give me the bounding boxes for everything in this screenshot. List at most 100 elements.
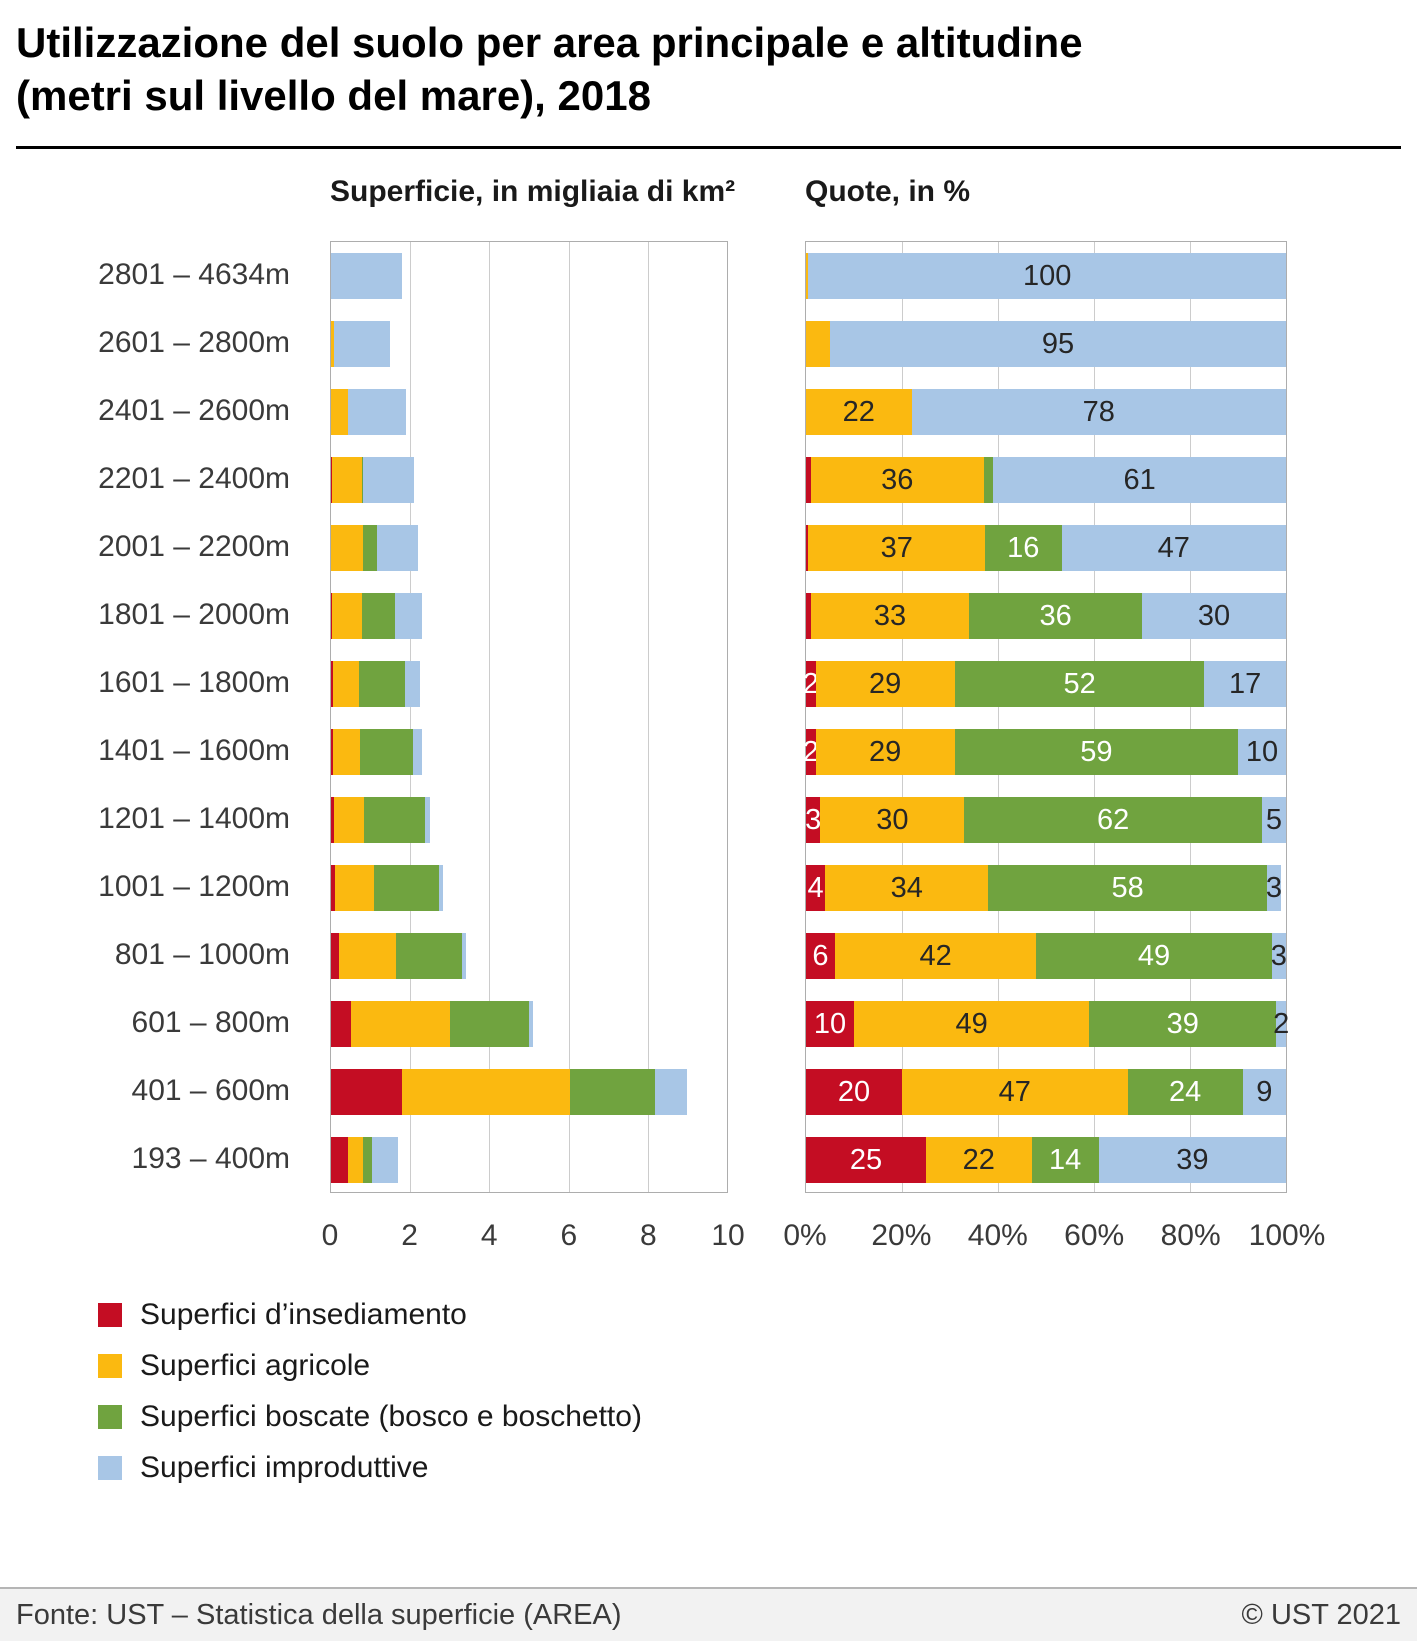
legend-label: Superfici improduttive bbox=[140, 1451, 428, 1485]
bar-segment-agricole bbox=[333, 729, 360, 775]
bar-segment-agricole bbox=[333, 661, 359, 707]
bar-row bbox=[331, 1069, 727, 1115]
bar-segment-boscate: 59 bbox=[955, 729, 1238, 775]
bar-segment-improduttive bbox=[439, 865, 443, 911]
bar-segment-agricole bbox=[332, 593, 362, 639]
bar-value-label: 24 bbox=[1169, 1076, 1201, 1109]
bar-segment-agricole: 22 bbox=[806, 389, 912, 435]
bar-segment-agricole bbox=[332, 457, 362, 503]
bar-value-label: 95 bbox=[1042, 328, 1074, 361]
bar-value-label: 10 bbox=[1246, 736, 1278, 769]
axis-tick-label: 0 bbox=[322, 1219, 339, 1253]
bar-value-label: 2 bbox=[1273, 1008, 1289, 1041]
category-label: 601 – 800m bbox=[16, 989, 330, 1057]
page-title: Utilizzazione del suolo per area princip… bbox=[16, 16, 1401, 122]
bar-value-label: 36 bbox=[881, 464, 913, 497]
axis-tick-label: 0% bbox=[783, 1219, 826, 1253]
legend-item-improduttive: Superfici improduttive bbox=[98, 1442, 1417, 1493]
bar-segment-boscate: 24 bbox=[1128, 1069, 1243, 1115]
bar-row bbox=[331, 593, 727, 639]
bar-segment-insediamento: 20 bbox=[806, 1069, 902, 1115]
bar-row bbox=[331, 797, 727, 843]
bar-segment-agricole: 49 bbox=[854, 1001, 1089, 1047]
bar-segment-insediamento bbox=[331, 1069, 402, 1115]
bar-value-label: 4 bbox=[808, 872, 824, 905]
legend-item-boscate: Superfici boscate (bosco e boschetto) bbox=[98, 1391, 1417, 1442]
bar-segment-agricole: 34 bbox=[825, 865, 988, 911]
bar-value-label: 39 bbox=[1167, 1008, 1199, 1041]
bar-segment-boscate bbox=[359, 661, 405, 707]
category-label: 801 – 1000m bbox=[16, 921, 330, 989]
bar-segment-insediamento bbox=[331, 933, 339, 979]
bar-segment-improduttive bbox=[363, 457, 414, 503]
bar-value-label: 29 bbox=[869, 736, 901, 769]
bar-segment-boscate: 16 bbox=[985, 525, 1061, 571]
bar-segment-boscate bbox=[363, 1137, 373, 1183]
bar-row bbox=[331, 661, 727, 707]
bar-segment-improduttive: 39 bbox=[1099, 1137, 1286, 1183]
bar-segment-boscate bbox=[984, 457, 994, 503]
bar-value-label: 36 bbox=[1039, 600, 1071, 633]
bar-segment-improduttive bbox=[425, 797, 430, 843]
gridline bbox=[998, 242, 999, 1192]
bar-value-label: 9 bbox=[1256, 1076, 1272, 1109]
bar-segment-boscate: 14 bbox=[1032, 1137, 1099, 1183]
bar-value-label: 33 bbox=[874, 600, 906, 633]
bar-value-label: 25 bbox=[850, 1144, 882, 1177]
bar-row bbox=[331, 389, 727, 435]
category-label: 1201 – 1400m bbox=[16, 785, 330, 853]
bar-segment-improduttive: 3 bbox=[1272, 933, 1286, 979]
bar-value-label: 10 bbox=[814, 1008, 846, 1041]
left-chart-plot bbox=[330, 241, 728, 1193]
bar-segment-insediamento: 10 bbox=[806, 1001, 854, 1047]
axis-tick-label: 20% bbox=[871, 1219, 931, 1253]
footer-source: Fonte: UST – Statistica della superficie… bbox=[16, 1599, 622, 1632]
bar-value-label: 47 bbox=[999, 1076, 1031, 1109]
bar-segment-insediamento: 6 bbox=[806, 933, 835, 979]
bar-segment-improduttive: 3 bbox=[1267, 865, 1281, 911]
axis-tick-label: 2 bbox=[401, 1219, 418, 1253]
bar-segment-agricole bbox=[331, 525, 363, 571]
bar-segment-boscate: 52 bbox=[955, 661, 1205, 707]
bar-segment-improduttive bbox=[405, 661, 420, 707]
bar-segment-boscate bbox=[364, 797, 425, 843]
bar-value-label: 58 bbox=[1111, 872, 1143, 905]
bar-segment-improduttive: 78 bbox=[912, 389, 1286, 435]
bar-segment-agricole bbox=[339, 933, 396, 979]
bar-segment-boscate: 39 bbox=[1089, 1001, 1276, 1047]
bar-value-label: 22 bbox=[843, 396, 875, 429]
bar-row: 20 47 24 9 bbox=[806, 1069, 1286, 1115]
bar-value-label: 59 bbox=[1080, 736, 1112, 769]
bar-segment-agricole: 42 bbox=[835, 933, 1037, 979]
right-chart-x-axis: 0%20%40%60%80%100% bbox=[805, 1193, 1287, 1267]
bar-segment-improduttive: 61 bbox=[993, 457, 1286, 503]
bar-segment-agricole: 33 bbox=[811, 593, 969, 639]
bar-segment-boscate bbox=[570, 1069, 656, 1115]
legend-swatch-boscate bbox=[98, 1405, 122, 1429]
bar-segment-insediamento bbox=[331, 1001, 351, 1047]
bar-value-label: 47 bbox=[1158, 532, 1190, 565]
bar-segment-agricole: 47 bbox=[902, 1069, 1128, 1115]
bar-segment-improduttive bbox=[462, 933, 466, 979]
bar-value-label: 37 bbox=[881, 532, 913, 565]
bar-value-label: 3 bbox=[1271, 940, 1287, 973]
bar-segment-improduttive bbox=[655, 1069, 687, 1115]
category-label: 1801 – 2000m bbox=[16, 581, 330, 649]
gridline bbox=[902, 242, 903, 1192]
bar-segment-agricole: 22 bbox=[926, 1137, 1032, 1183]
category-label: 2001 – 2200m bbox=[16, 513, 330, 581]
bar-segment-improduttive: 5 bbox=[1262, 797, 1286, 843]
axis-tick-label: 60% bbox=[1064, 1219, 1124, 1253]
bar-segment-improduttive bbox=[529, 1001, 533, 1047]
bar-row: 22 78 bbox=[806, 389, 1286, 435]
bar-segment-improduttive bbox=[348, 389, 407, 435]
bar-segment-agricole bbox=[351, 1001, 450, 1047]
bar-segment-agricole: 29 bbox=[816, 729, 955, 775]
bar-value-label: 3 bbox=[1266, 872, 1282, 905]
category-label: 2801 – 4634m bbox=[16, 241, 330, 309]
bar-row: 100 bbox=[806, 253, 1286, 299]
